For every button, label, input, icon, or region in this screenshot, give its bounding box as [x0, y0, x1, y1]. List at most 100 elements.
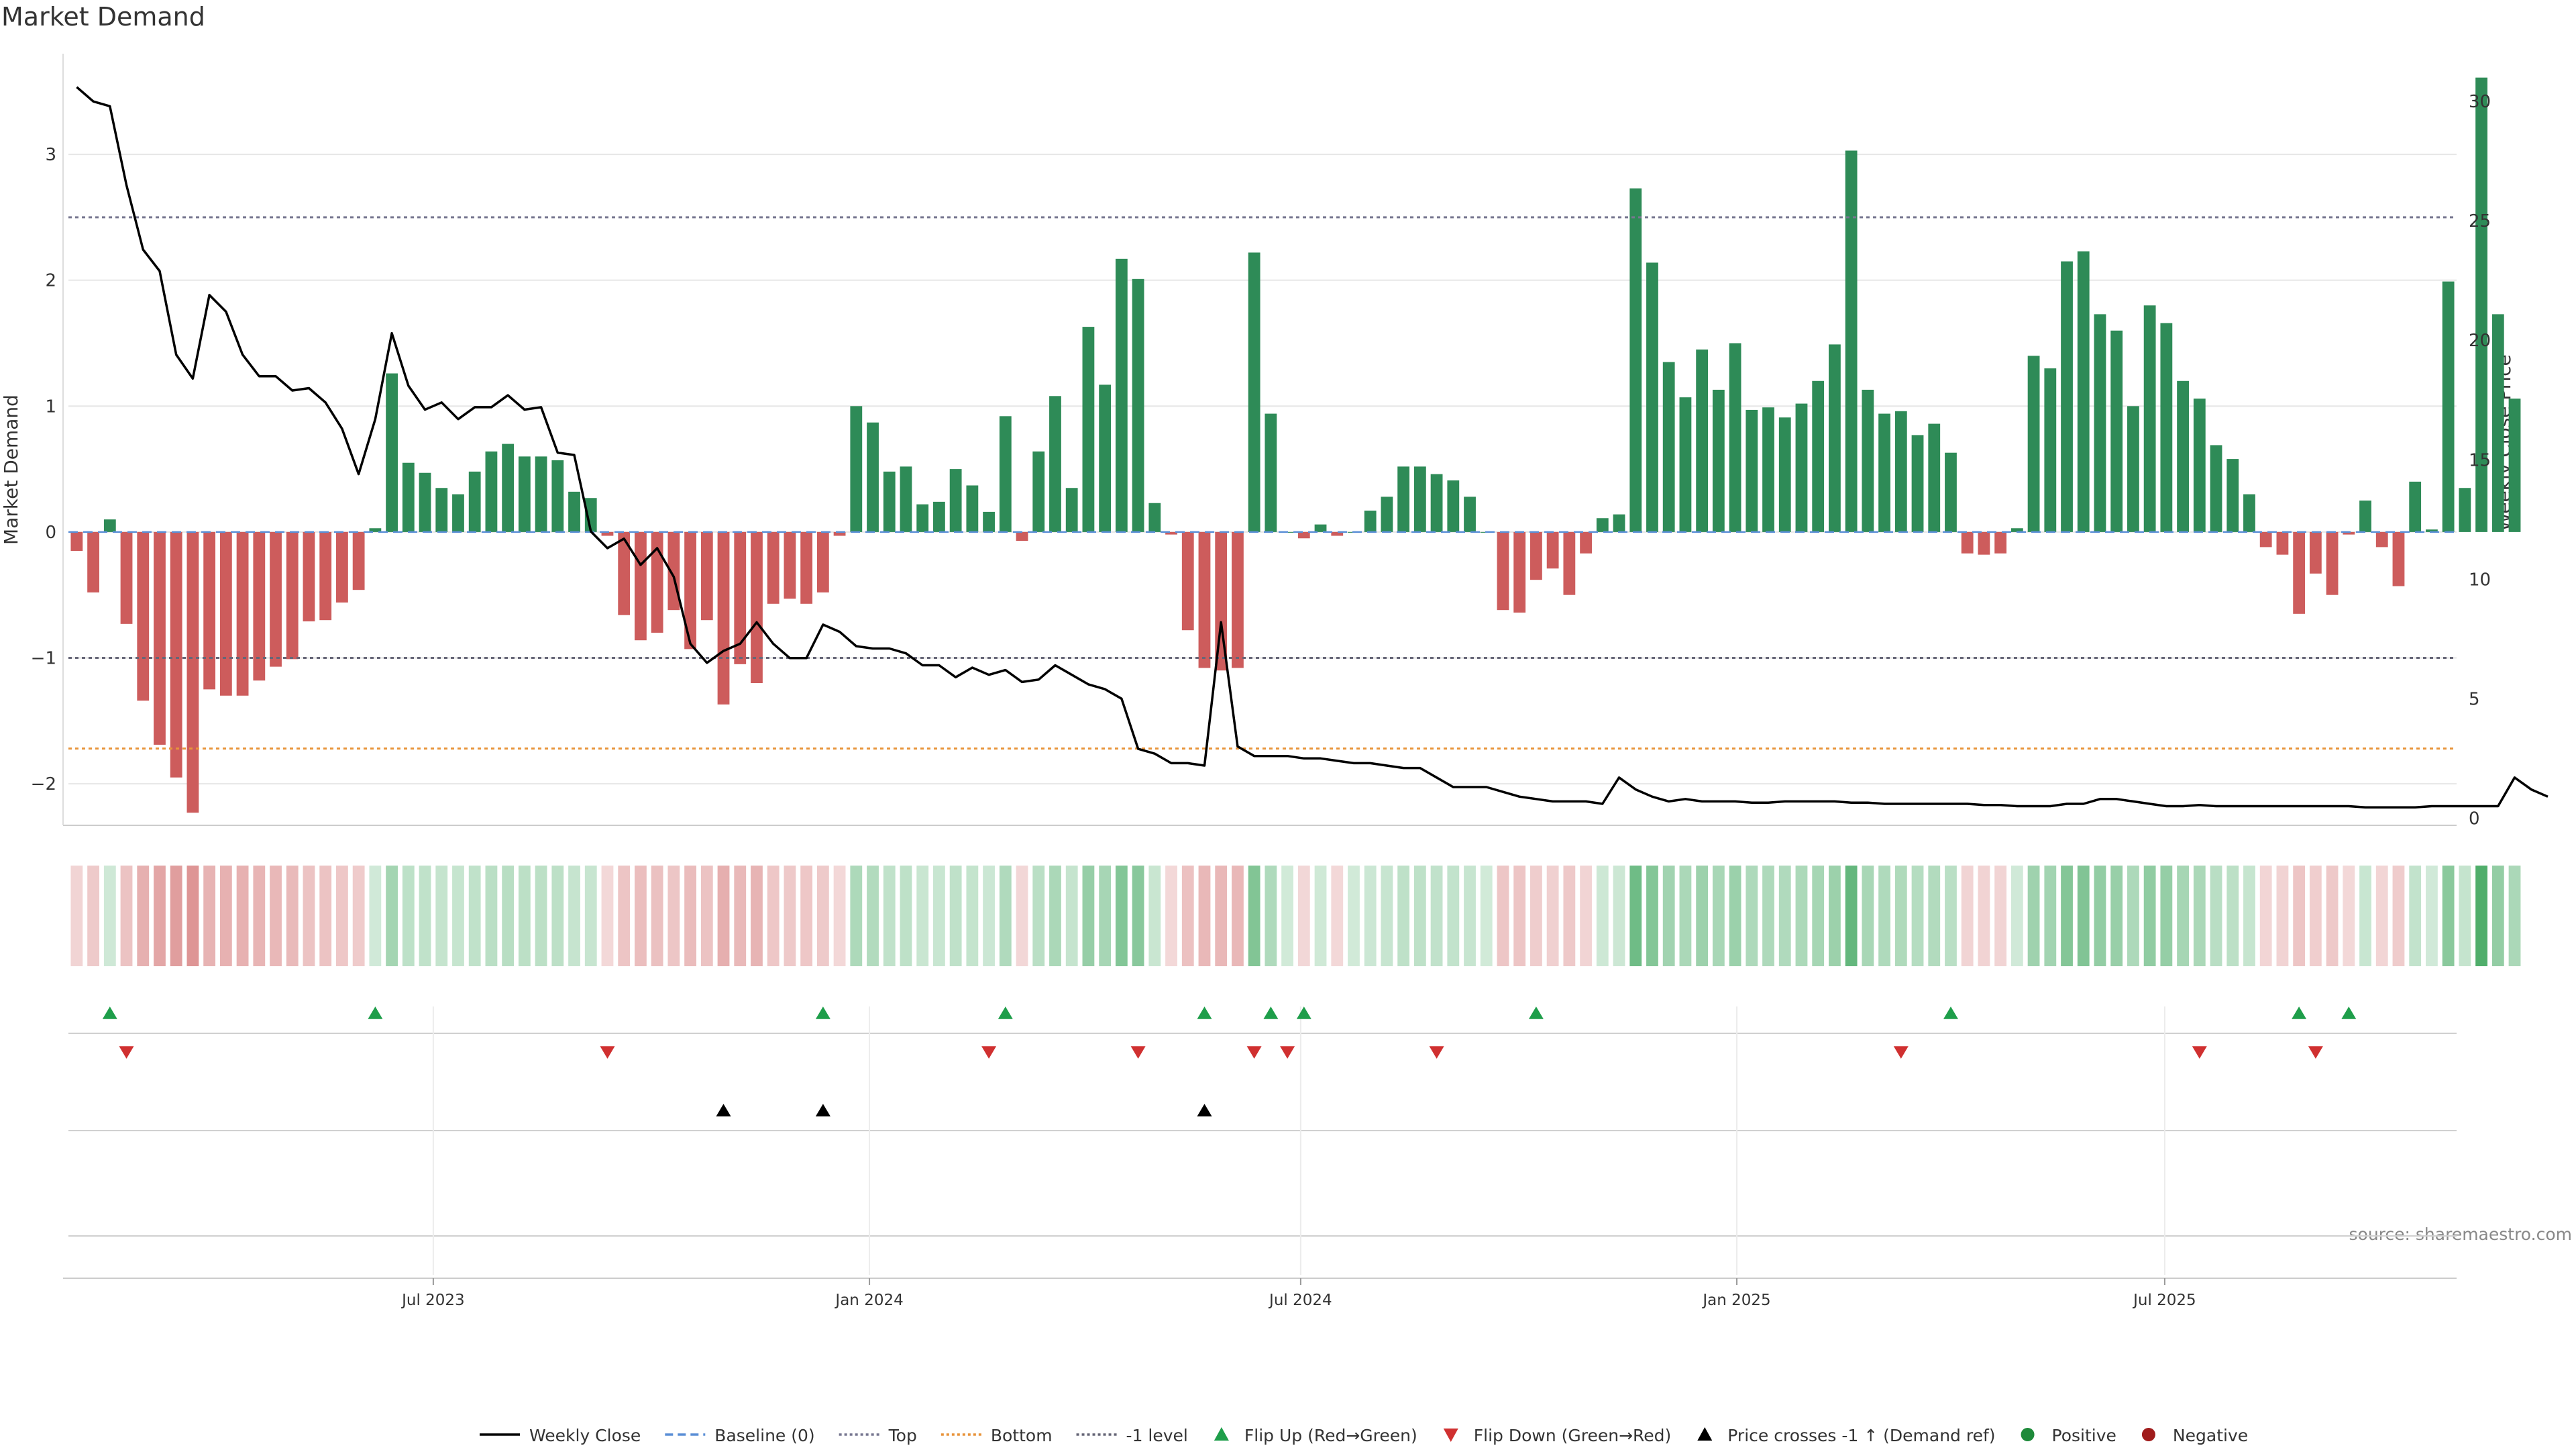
- heat-cell: [1148, 866, 1161, 966]
- flip-down-marker: [2192, 1046, 2207, 1059]
- demand-bar: [1646, 262, 1658, 532]
- demand-bar: [1513, 531, 1526, 613]
- demand-bar: [1546, 531, 1559, 569]
- flip-down-marker: [2308, 1046, 2323, 1059]
- demand-bar: [1878, 413, 1890, 532]
- flip-down-marker: [1429, 1046, 1444, 1059]
- heat-cell: [1596, 866, 1609, 966]
- demand-bar: [2193, 399, 2206, 532]
- demand-bar: [2343, 531, 2355, 535]
- heat-cell: [87, 866, 99, 966]
- heat-cell: [1812, 866, 1825, 966]
- demand-bar: [1795, 403, 1808, 532]
- heat-cell: [1115, 866, 1128, 966]
- demand-bar: [751, 531, 763, 684]
- demand-bar: [800, 531, 813, 604]
- heat-cell: [2127, 866, 2139, 966]
- heat-cell: [1232, 866, 1244, 966]
- demand-bar: [2160, 323, 2173, 532]
- heat-cell: [999, 866, 1012, 966]
- demand-bar: [1845, 150, 1858, 532]
- demand-bar: [103, 519, 116, 532]
- demand-bar: [1331, 531, 1344, 536]
- legend-entry: Weekly Close: [480, 1426, 641, 1445]
- heat-cell: [2094, 866, 2106, 966]
- heat-cell: [1447, 866, 1460, 966]
- heat-cell: [900, 866, 912, 966]
- demand-bar: [2442, 281, 2455, 532]
- x-tick-label: Jul 2023: [400, 1292, 465, 1309]
- y2-tick-label: 15: [2469, 450, 2491, 470]
- demand-bar: [1580, 531, 1592, 554]
- demand-bar: [1381, 497, 1393, 532]
- heat-cell: [1829, 866, 1841, 966]
- heat-cell: [1580, 866, 1592, 966]
- heat-cell: [203, 866, 216, 966]
- x-tick-label: Jul 2025: [2132, 1292, 2196, 1309]
- heat-cell: [1679, 866, 1692, 966]
- demand-bar: [1911, 435, 1924, 532]
- heat-cell: [1480, 866, 1493, 966]
- heat-cell: [1132, 866, 1144, 966]
- demand-bar: [2210, 445, 2222, 532]
- heat-cell: [1894, 866, 1907, 966]
- heat-cell: [518, 866, 531, 966]
- demand-bar: [1265, 413, 1277, 532]
- demand-bar: [2226, 459, 2239, 532]
- legend-layer: Weekly Close Baseline (0) Top Bottom -1 leve…: [480, 1426, 2248, 1445]
- y2-tick-label: 0: [2469, 809, 2480, 829]
- heat-cell: [1945, 866, 1957, 966]
- demand-bar: [319, 531, 332, 621]
- demand-bar: [2177, 380, 2189, 532]
- demand-bar: [816, 531, 829, 592]
- legend-tri-up-swatch: [1697, 1427, 1713, 1441]
- demand-bar: [452, 494, 464, 532]
- demand-bar: [1613, 514, 1625, 532]
- heat-cell: [1696, 866, 1709, 966]
- demand-bar: [402, 462, 415, 532]
- demand-bar: [949, 469, 962, 532]
- demand-bar: [635, 531, 647, 641]
- demand-bar: [983, 511, 995, 532]
- heat-cell: [452, 866, 464, 966]
- demand-bar: [684, 531, 696, 650]
- legend-label: Baseline (0): [714, 1426, 814, 1445]
- demand-bar: [352, 531, 365, 590]
- y-axis-label: Market Demand: [0, 395, 22, 545]
- demand-bar: [1746, 409, 1758, 532]
- demand-bar: [2243, 494, 2255, 532]
- heat-cell: [1911, 866, 1924, 966]
- demand-bar: [2276, 531, 2289, 555]
- demand-bar: [1679, 397, 1692, 532]
- heat-cell: [2243, 866, 2255, 966]
- heat-cell: [236, 866, 249, 966]
- heat-cell: [767, 866, 780, 966]
- demand-bars-layer: [70, 77, 2521, 813]
- heat-cell: [1862, 866, 1874, 966]
- heat-cell: [2160, 866, 2173, 966]
- heat-cell: [2491, 866, 2504, 966]
- heat-cell: [1778, 866, 1791, 966]
- heat-cell: [867, 866, 879, 966]
- heat-cell: [535, 866, 547, 966]
- demand-bar: [1165, 531, 1177, 535]
- heat-cell: [2426, 866, 2438, 966]
- demand-bar: [1994, 531, 2007, 554]
- demand-bar: [2409, 481, 2422, 532]
- demand-bar: [900, 466, 912, 532]
- demand-bar: [2359, 500, 2371, 532]
- demand-bar: [1132, 278, 1144, 532]
- heat-cell: [468, 866, 481, 966]
- heat-cell: [717, 866, 730, 966]
- heat-cell: [1314, 866, 1327, 966]
- y-tick-label: −2: [31, 774, 56, 794]
- heat-cell: [667, 866, 680, 966]
- demand-bar: [833, 531, 846, 536]
- heat-cell: [635, 866, 647, 966]
- heat-cell: [1961, 866, 1974, 966]
- flip-up-marker: [2341, 1006, 2357, 1019]
- demand-bar: [568, 491, 580, 532]
- heat-cell: [1348, 866, 1360, 966]
- demand-bar: [1248, 252, 1260, 532]
- price-line-layer: [76, 86, 2548, 809]
